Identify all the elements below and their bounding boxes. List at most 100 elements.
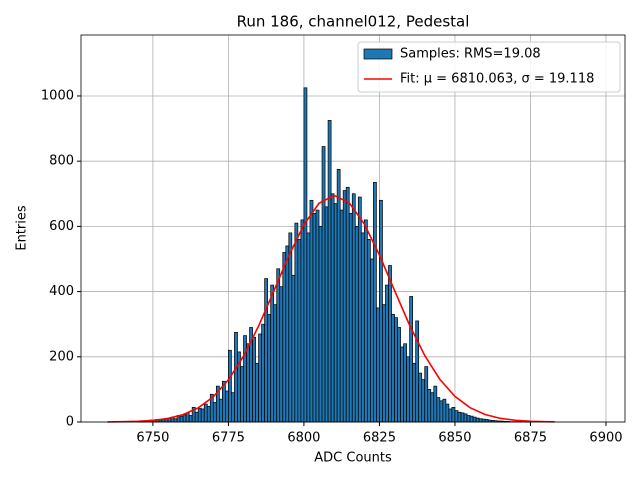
x-tick-label: 6800 <box>287 431 320 446</box>
y-axis-label: Entries <box>15 205 30 251</box>
histogram-bar <box>370 258 374 423</box>
histogram-bar <box>376 307 380 423</box>
histogram-bar <box>255 362 259 423</box>
histogram-bar <box>360 232 365 423</box>
histogram-bar <box>466 415 471 423</box>
legend-label: Samples: RMS=19.08 <box>400 47 541 62</box>
histogram-bar <box>267 314 272 423</box>
histogram-bar <box>231 392 235 423</box>
fit-line <box>107 194 555 423</box>
histogram-bar <box>412 362 417 423</box>
histogram-bar <box>357 196 362 423</box>
histogram-bar <box>243 335 247 423</box>
histogram-bar <box>252 336 256 423</box>
histogram-bar <box>366 239 371 423</box>
histogram-bar <box>312 212 317 423</box>
histogram-bar <box>373 182 377 423</box>
histogram-bar <box>424 366 429 423</box>
histogram-bar <box>433 385 438 423</box>
histogram-bar <box>246 343 250 423</box>
histogram-bar <box>348 212 353 423</box>
histogram-bar <box>270 284 275 423</box>
histogram-bar <box>442 398 447 423</box>
histogram-bar <box>451 406 456 423</box>
histogram-bar <box>264 278 269 423</box>
x-tick-label: 6775 <box>212 431 245 446</box>
histogram-bar <box>300 219 305 423</box>
histogram-bar <box>182 414 187 423</box>
y-tick-label: 600 <box>49 219 74 234</box>
histogram-bar <box>379 199 383 423</box>
histogram-bar <box>185 412 190 423</box>
histogram-bar <box>406 356 410 423</box>
histogram-bar <box>258 333 262 423</box>
histogram-bar <box>445 403 450 423</box>
histogram-bar <box>206 406 211 423</box>
histogram-bar <box>400 346 404 423</box>
histogram-bar <box>475 417 480 423</box>
histogram-bar <box>276 268 281 423</box>
histogram-bar <box>324 206 329 423</box>
y-tick-label: 400 <box>49 284 74 299</box>
x-tick-label: 6900 <box>589 431 622 446</box>
histogram-bar <box>436 397 441 423</box>
histogram-bar <box>279 286 284 423</box>
histogram-bar <box>345 186 350 423</box>
histogram-bar <box>388 265 392 423</box>
histogram-bar <box>385 284 389 423</box>
histogram-bar <box>218 398 223 423</box>
histogram-bar <box>397 327 401 423</box>
histogram-bar <box>336 168 341 423</box>
legend-swatch <box>363 48 393 60</box>
histogram-bar <box>394 317 398 423</box>
histogram-bar <box>203 403 208 423</box>
legend-label: Fit: μ = 6810.063, σ = 19.118 <box>400 72 594 87</box>
histogram-bar <box>454 410 459 423</box>
histogram-bar <box>382 304 386 423</box>
histogram-bar <box>469 415 474 423</box>
histogram-bar <box>351 193 356 423</box>
histogram-bar <box>457 411 462 423</box>
y-tick-label: 200 <box>49 349 74 364</box>
histogram-bar <box>240 366 244 423</box>
histogram-bar <box>188 415 193 423</box>
histogram-bar <box>261 323 265 423</box>
histogram-bar <box>327 120 332 423</box>
histogram-bar <box>430 392 435 423</box>
histogram-bar <box>273 304 278 423</box>
histogram-bar <box>421 379 426 423</box>
x-tick-label: 6825 <box>363 431 396 446</box>
histogram-bar <box>303 87 308 423</box>
histogram-bar <box>197 407 202 423</box>
histogram-bar <box>222 380 226 423</box>
histogram-bar <box>315 209 320 423</box>
x-tick-label: 6850 <box>438 431 471 446</box>
legend-box <box>357 41 621 93</box>
chart-title: Run 186, channel012, Pedestal <box>237 13 470 31</box>
y-tick-label: 0 <box>66 415 74 430</box>
histogram-bar <box>478 418 483 423</box>
y-tick-label: 1000 <box>41 88 74 103</box>
x-axis-label: ADC Counts <box>314 451 392 466</box>
histogram-bar <box>225 390 229 423</box>
histogram-bar <box>463 413 468 423</box>
histogram-bar <box>330 193 335 423</box>
histogram-bar <box>200 408 205 423</box>
x-tick-label: 6750 <box>136 431 169 446</box>
histogram-bar <box>481 418 486 423</box>
histogram-bar <box>391 314 395 423</box>
y-tick-label: 800 <box>49 154 74 169</box>
histogram-bar <box>234 331 238 423</box>
x-tick-label: 6875 <box>514 431 547 446</box>
histogram-bar <box>294 222 299 423</box>
histogram-bar <box>173 418 178 423</box>
histogram-bar <box>342 190 347 423</box>
histogram-bar <box>285 245 290 423</box>
histogram-bar <box>212 402 217 423</box>
histogram-bar <box>318 226 323 423</box>
histogram-bar <box>439 400 444 423</box>
histogram-bar <box>460 412 465 423</box>
histogram-bar <box>427 389 432 423</box>
plot-frame <box>80 34 626 423</box>
histogram-bar <box>409 296 414 423</box>
